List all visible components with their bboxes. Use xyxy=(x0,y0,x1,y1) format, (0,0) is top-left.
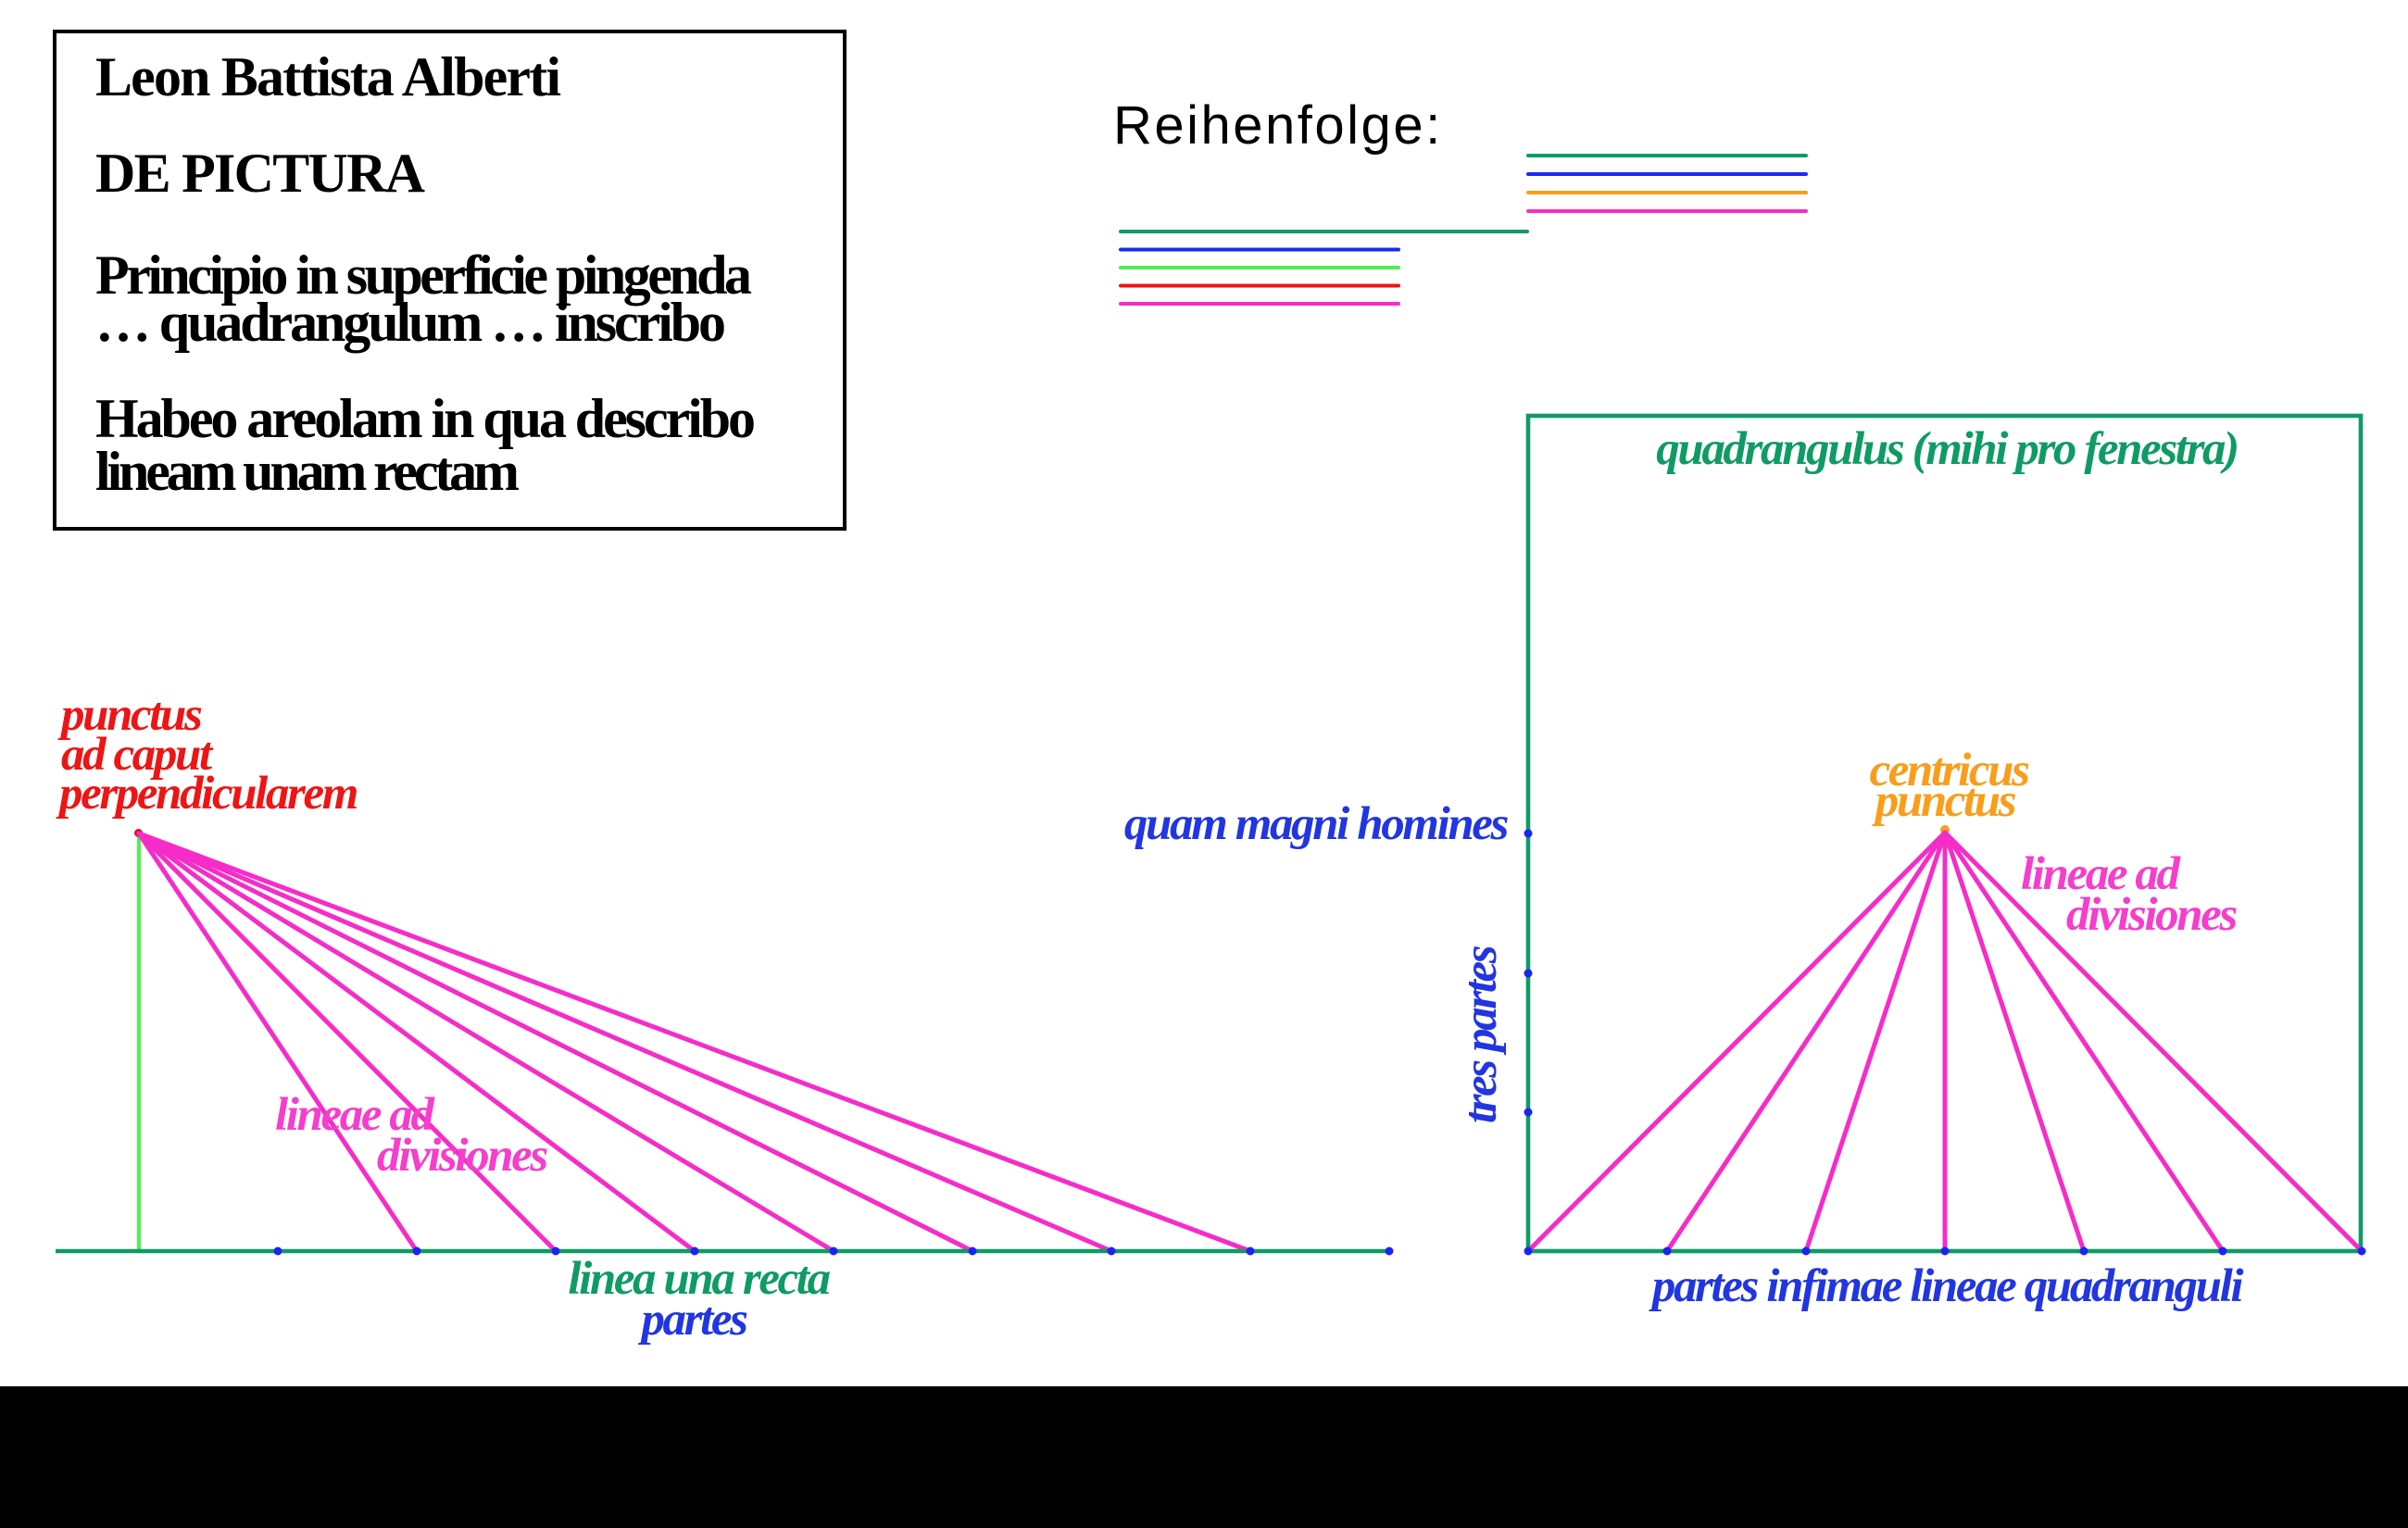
svg-text:ad caput: ad caput xyxy=(61,729,214,781)
svg-text:partes infimae lineae quadrang: partes infimae lineae quadranguli xyxy=(1649,1260,2244,1312)
svg-text:centricus: centricus xyxy=(1869,745,2029,796)
svg-text:punctus: punctus xyxy=(1872,775,2016,827)
svg-text:quadrangulus (mihi pro fenestr: quadrangulus (mihi pro fenestra) xyxy=(1656,423,2237,475)
svg-text:linea una recta: linea una recta xyxy=(568,1253,830,1305)
svg-text:lineae ad: lineae ad xyxy=(275,1089,436,1141)
svg-text:quam magni homines: quam magni homines xyxy=(1124,798,1509,850)
svg-text:lineam unam rectam: lineam unam rectam xyxy=(95,441,520,502)
svg-text:Reihenfolge:: Reihenfolge: xyxy=(1113,95,1443,156)
svg-text:divisiones: divisiones xyxy=(2066,889,2237,941)
svg-text:Habeo areolam in qua describo: Habeo areolam in qua describo xyxy=(95,388,756,449)
svg-text:DE PICTURA: DE PICTURA xyxy=(95,143,425,204)
svg-text:divisiones: divisiones xyxy=(377,1130,547,1182)
svg-text:Principio in superficie pingen: Principio in superficie pingenda xyxy=(95,244,752,306)
svg-text:perpendicularem: perpendicularem xyxy=(56,768,357,820)
svg-text:punctus: punctus xyxy=(57,689,202,741)
svg-text:partes: partes xyxy=(637,1294,747,1346)
svg-text:Leon Battista Alberti: Leon Battista Alberti xyxy=(95,46,561,107)
svg-text:… quadrangulum … inscribo: … quadrangulum … inscribo xyxy=(95,292,726,353)
svg-text:tres partes: tres partes xyxy=(1455,946,1507,1123)
svg-text:lineae ad: lineae ad xyxy=(2021,848,2182,900)
